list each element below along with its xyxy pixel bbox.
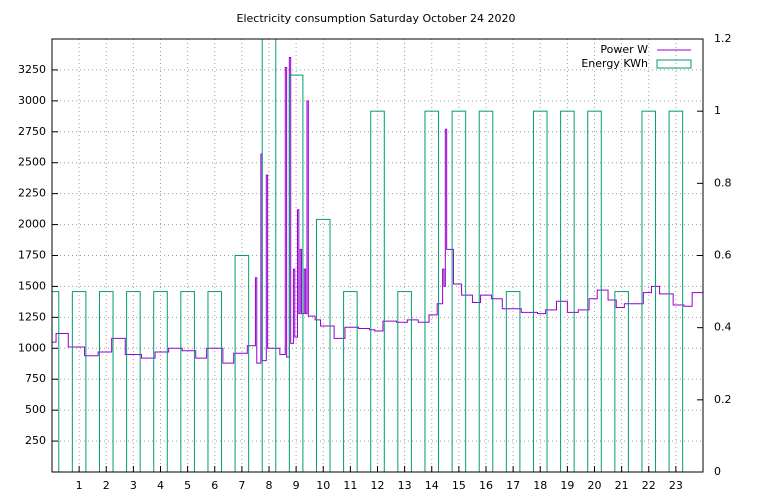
plot-frame [51,38,704,473]
x-tick-label: 15 [452,479,466,492]
energy-box [641,110,657,472]
energy-box [505,291,521,472]
y-tick-label: 1000 [18,341,46,354]
x-tick-label: 7 [238,479,245,492]
chart-title: Electricity consumption Saturday October… [237,12,516,25]
energy-box [424,110,440,472]
x-tick-label: 1 [76,479,83,492]
grid [52,38,703,473]
energy-box [370,110,385,472]
x-tick-label: 22 [642,479,656,492]
y-tick-label: 2000 [18,218,46,231]
x-tick-label: 17 [506,479,520,492]
energy-box [343,291,358,472]
x-tick-label: 13 [398,479,412,492]
plot-area [52,39,703,472]
x-tick-label: 6 [211,479,218,492]
y-tick-label: 2250 [18,187,46,200]
x-tick-label: 9 [293,479,300,492]
energy-box [207,291,223,472]
power-line [52,57,703,364]
y-tick-label: 500 [25,403,46,416]
x-tick-label: 8 [266,479,273,492]
energy-box [261,39,277,472]
y2-tick-label: 1.2 [714,32,732,45]
energy-box [52,291,60,472]
x-tick-label: 5 [184,479,191,492]
labels: 2505007501000125015001750200022502500275… [18,32,732,492]
y-tick-label: 1750 [18,249,46,262]
y-tick-label: 250 [25,434,46,447]
energy-box [180,291,195,472]
x-tick-label: 4 [157,479,164,492]
y2-tick-label: 0.6 [714,249,732,262]
x-tick-label: 20 [588,479,602,492]
x-tick-label: 19 [560,479,574,492]
x-tick-label: 12 [371,479,385,492]
y-tick-label: 1500 [18,279,46,292]
legend-label: Power W [600,43,648,56]
y-tick-label: 750 [25,372,46,385]
x-tick-label: 23 [669,479,683,492]
x-tick-label: 18 [533,479,547,492]
energy-box [397,291,412,472]
y-tick-label: 1250 [18,310,46,323]
energy-box [288,74,304,472]
y-tick-label: 3250 [18,63,46,76]
y-tick-label: 2750 [18,125,46,138]
energy-box [98,291,114,472]
y2-tick-label: 0.4 [714,321,732,334]
energy-box [153,291,168,472]
legend-swatch [656,59,692,69]
y-tick-label: 3000 [18,94,46,107]
energy-box [315,218,331,472]
energy-box [668,110,684,472]
energy-box [478,110,494,472]
y2-tick-label: 0.8 [714,176,732,189]
energy-box [126,291,141,472]
energy-box [587,110,602,472]
legend-label: Energy KWh [581,57,648,70]
energy-box [560,110,575,472]
energy-box [532,110,548,472]
energy-box [234,255,250,472]
x-tick-label: 16 [479,479,493,492]
x-tick-label: 14 [425,479,439,492]
y-tick-label: 2500 [18,156,46,169]
energy-box [451,110,467,472]
x-tick-label: 2 [103,479,110,492]
x-tick-label: 3 [130,479,137,492]
energy-box [614,291,629,472]
y2-tick-label: 1 [714,104,721,117]
energy-box [71,291,87,472]
x-tick-label: 10 [316,479,330,492]
y2-tick-label: 0.2 [714,393,732,406]
y2-tick-label: 0 [714,465,721,478]
x-tick-label: 11 [343,479,357,492]
x-tick-label: 21 [615,479,629,492]
